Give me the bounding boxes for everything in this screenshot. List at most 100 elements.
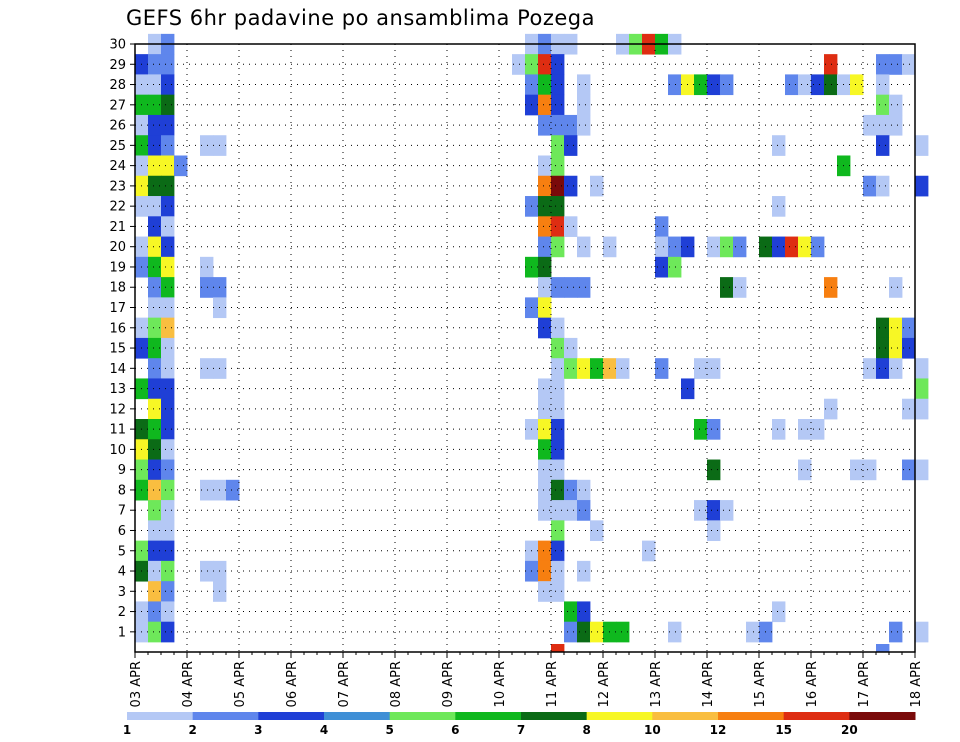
cells-layer (135, 33, 929, 653)
heatmap-cell (551, 175, 565, 197)
heatmap-cell (564, 114, 578, 136)
heatmap-cell (538, 256, 552, 278)
y-tick-label: 19 (109, 260, 126, 275)
y-tick-label: 25 (109, 139, 126, 154)
heatmap-cell (798, 236, 812, 258)
y-tick-label: 20 (109, 240, 126, 255)
heatmap-cell (538, 317, 552, 339)
heatmap-cell (148, 439, 162, 460)
heatmap-cell (161, 297, 175, 319)
heatmap-cell (876, 644, 890, 653)
heatmap-cell (915, 175, 929, 197)
heatmap-cell (707, 358, 721, 379)
colorbar-swatch (652, 712, 719, 720)
heatmap-cell (148, 479, 162, 501)
heatmap-cell (720, 277, 734, 298)
heatmap-cell (148, 256, 162, 278)
heatmap-cell (148, 54, 162, 75)
y-tick-label: 18 (109, 281, 126, 296)
heatmap-cell (577, 500, 591, 521)
heatmap-cell (720, 236, 734, 258)
colorbar-label: 8 (582, 723, 590, 737)
heatmap-cell (161, 459, 175, 481)
heatmap-cell (889, 317, 903, 339)
x-tick-label: 04 APR (181, 661, 196, 707)
heatmap-cell (538, 581, 552, 602)
heatmap-cell (564, 337, 578, 359)
heatmap-cell (915, 459, 929, 481)
heatmap-cell (551, 520, 565, 542)
heatmap-cell (876, 135, 890, 156)
colorbar-label: 1 (123, 723, 131, 737)
heatmap-cell (720, 500, 734, 521)
heatmap-cell (148, 419, 162, 440)
heatmap-cell (538, 196, 552, 217)
y-tick-label: 3 (118, 585, 126, 600)
heatmap-cell (200, 479, 214, 501)
heatmap-cell (551, 439, 565, 460)
heatmap-cell (538, 54, 552, 75)
heatmap-cell (538, 479, 552, 501)
heatmap-cell (577, 479, 591, 501)
heatmap-cell (577, 114, 591, 136)
heatmap-cell (655, 236, 669, 258)
heatmap-cell (863, 114, 877, 136)
heatmap-cell (161, 135, 175, 156)
heatmap-cell (785, 74, 799, 96)
heatmap-cell (148, 94, 162, 116)
heatmap-cell (551, 317, 565, 339)
heatmap-cell (551, 644, 565, 653)
heatmap-cell (707, 500, 721, 521)
heatmap-cell (161, 500, 175, 521)
heatmap-cell (564, 175, 578, 197)
heatmap-cell (148, 196, 162, 217)
heatmap-cell (161, 560, 175, 582)
heatmap-cell (655, 256, 669, 278)
colorbar-label: 6 (451, 723, 459, 737)
heatmap-cell (551, 277, 565, 298)
heatmap-cell (577, 74, 591, 96)
colorbar-label: 15 (775, 723, 792, 737)
heatmap-cell (746, 621, 760, 643)
heatmap-cell (551, 560, 565, 582)
heatmap-cell (863, 358, 877, 379)
heatmap-cell (590, 175, 604, 197)
heatmap-cell (902, 317, 916, 339)
heatmap-cell (577, 236, 591, 258)
heatmap-cell (889, 54, 903, 75)
heatmap-cell (148, 520, 162, 542)
heatmap-cell (564, 479, 578, 501)
colorbar-label: 4 (320, 723, 328, 737)
heatmap-cell (148, 358, 162, 379)
heatmap-cell (694, 419, 708, 440)
heatmap-cell (538, 216, 552, 237)
heatmap-cell (148, 459, 162, 481)
heatmap-cell (902, 54, 916, 75)
heatmap-cell (564, 135, 578, 156)
heatmap-cell (798, 419, 812, 440)
heatmap-cell (798, 74, 812, 96)
heatmap-cell (551, 74, 565, 96)
heatmap-cell (590, 358, 604, 379)
heatmap-cell (707, 419, 721, 440)
heatmap-cell (772, 236, 786, 258)
x-tick-label: 05 APR (233, 661, 248, 707)
heatmap-cell (590, 520, 604, 542)
heatmap-cell (876, 358, 890, 379)
heatmap-cell (915, 398, 929, 420)
heatmap-cell (161, 277, 175, 298)
heatmap-cell (733, 236, 747, 258)
y-tick-label: 23 (109, 179, 126, 194)
heatmap-cell (577, 277, 591, 298)
heatmap-cell (551, 54, 565, 75)
heatmap-cell (668, 621, 682, 643)
x-tick-label: 07 APR (337, 661, 352, 707)
heatmap-cell (538, 175, 552, 197)
heatmap-cell (694, 500, 708, 521)
heatmap-cell (655, 216, 669, 237)
y-tick-label: 26 (109, 119, 126, 134)
heatmap-cell (161, 236, 175, 258)
x-tick-label: 08 APR (389, 661, 404, 707)
heatmap-cell (148, 175, 162, 197)
